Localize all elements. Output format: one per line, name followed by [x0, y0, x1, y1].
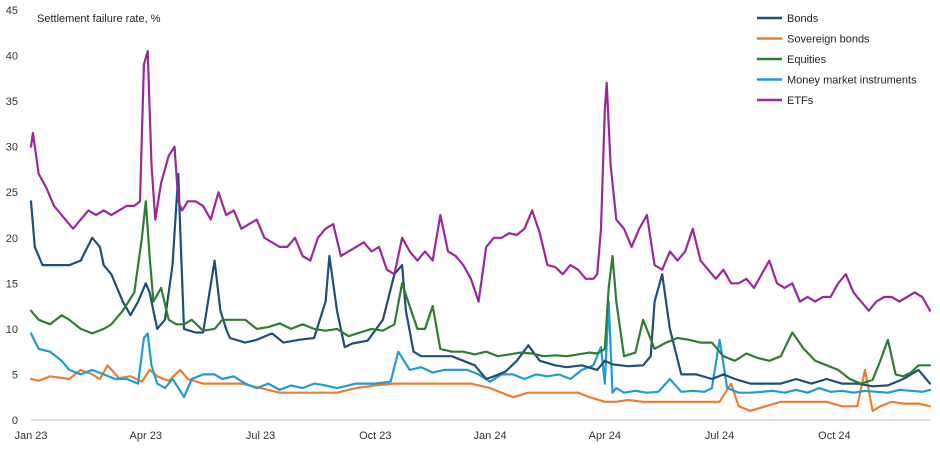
series-line-equities — [29, 200, 932, 385]
y-tick-label: 35 — [6, 96, 18, 108]
x-tick-label: Oct 23 — [359, 430, 391, 442]
y-tick-label: 45 — [6, 5, 18, 17]
y-tick-label: 0 — [12, 415, 18, 427]
x-axis: Jan 23 Apr 23 Jul 23 Oct 23 Jan 24 Apr 24 Jul … — [14, 419, 930, 442]
legend-label: Equities — [787, 54, 827, 66]
x-tick-label: Jul 23 — [246, 430, 275, 442]
y-tick-label: 15 — [6, 278, 18, 290]
legend-label: Money market instruments — [787, 75, 917, 87]
x-tick-label: Apr 24 — [589, 430, 621, 442]
y-axis: 0 5 10 15 20 25 30 35 40 45 — [6, 5, 18, 427]
y-tick-label: 20 — [6, 233, 18, 245]
x-tick-label: Apr 23 — [130, 430, 162, 442]
series-line-etfs — [29, 49, 932, 312]
legend-label: ETFs — [787, 95, 814, 107]
y-tick-label: 10 — [6, 324, 18, 336]
x-tick-label: Jan 23 — [14, 430, 47, 442]
legend-label: Sovereign bonds — [787, 34, 870, 46]
series-layer — [29, 49, 932, 412]
x-tick-label: Jul 24 — [705, 430, 734, 442]
x-tick-label: Oct 24 — [818, 430, 850, 442]
chart-title: Settlement failure rate, % — [37, 13, 161, 25]
legend-label: Bonds — [787, 13, 819, 25]
x-tick-label: Jan 24 — [474, 430, 507, 442]
y-tick-label: 25 — [6, 187, 18, 199]
y-tick-label: 30 — [6, 142, 18, 154]
y-tick-label: 5 — [12, 369, 18, 381]
legend: Bonds Sovereign bonds Equities Money market… — [757, 13, 917, 107]
y-tick-label: 40 — [6, 51, 18, 63]
series-line-sovereign-bonds — [29, 364, 932, 412]
